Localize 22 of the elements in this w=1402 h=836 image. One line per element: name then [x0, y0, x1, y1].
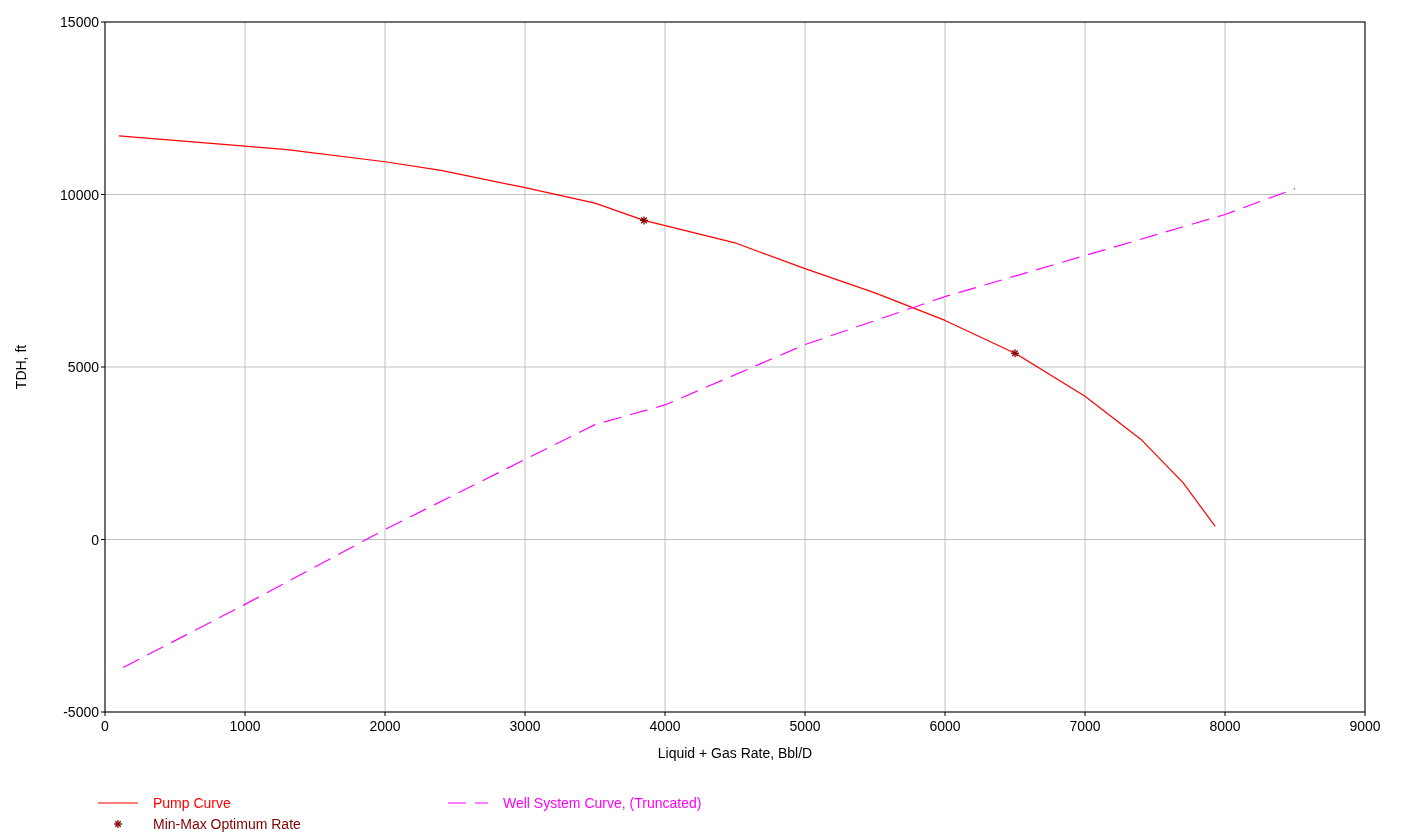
y-tick-label: 5000	[67, 359, 100, 375]
x-tick-label: 9000	[1349, 718, 1381, 734]
x-axis-title: Liquid + Gas Rate, Bbl/D	[657, 745, 813, 761]
y-tick-label: -5000	[63, 704, 100, 720]
legend-label: Well System Curve, (Truncated)	[503, 795, 702, 811]
line-series	[122, 188, 1296, 669]
y-tick-label: 0	[91, 531, 100, 548]
x-tick-label: 7000	[1069, 718, 1101, 734]
y-tick-label: 15000	[60, 14, 100, 30]
x-tick-label: 1000	[229, 718, 261, 734]
y-tick-label: 10000	[60, 186, 100, 203]
x-tick-label: 3000	[509, 718, 541, 734]
line-series	[118, 135, 1216, 527]
y-axis-title: TDH, ft	[13, 344, 29, 390]
x-tick-label: 2000	[369, 718, 401, 734]
x-tick-label: 0	[101, 718, 110, 734]
x-tick-label: 6000	[929, 718, 961, 734]
legend-label: Min-Max Optimum Rate	[153, 816, 302, 832]
x-tick-label: 5000	[789, 718, 821, 734]
x-tick-label: 8000	[1209, 718, 1241, 734]
x-tick-label: 4000	[649, 718, 681, 734]
legend-label: Pump Curve	[153, 795, 232, 811]
